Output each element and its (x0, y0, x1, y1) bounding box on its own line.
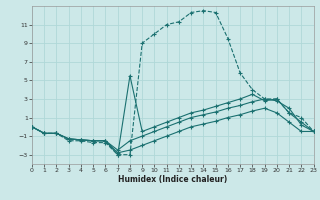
X-axis label: Humidex (Indice chaleur): Humidex (Indice chaleur) (118, 175, 228, 184)
